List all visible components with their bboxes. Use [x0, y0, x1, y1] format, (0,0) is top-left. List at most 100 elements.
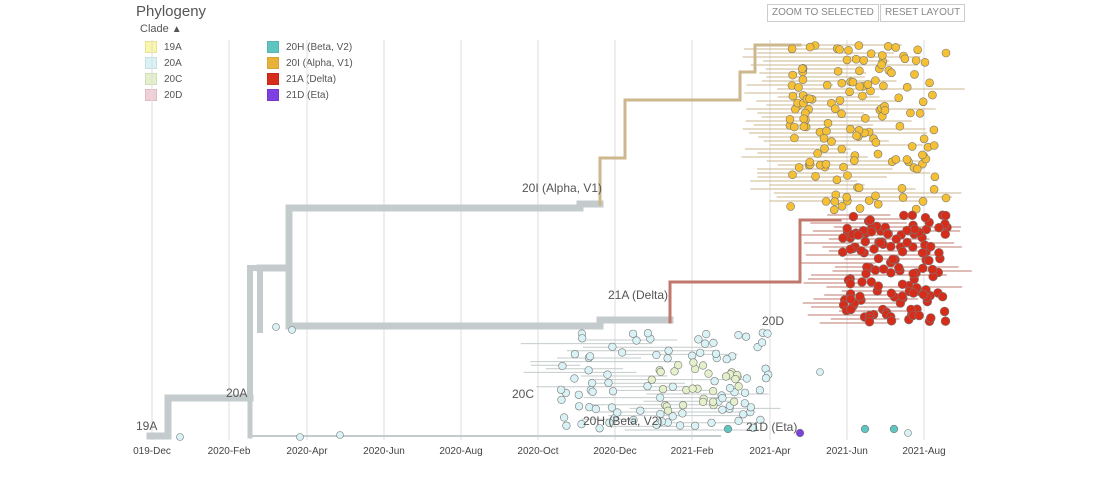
tip-delta[interactable]: [886, 316, 897, 326]
tip-20a[interactable]: [296, 433, 304, 441]
tip-alpha[interactable]: [813, 149, 822, 158]
tip-alpha[interactable]: [918, 197, 928, 206]
tip-20a[interactable]: [591, 404, 601, 414]
tip-alpha[interactable]: [844, 45, 853, 55]
tip-alpha[interactable]: [829, 205, 839, 215]
tip-alpha[interactable]: [837, 109, 846, 119]
tip-alpha[interactable]: [880, 106, 890, 115]
tip-alpha[interactable]: [897, 184, 907, 193]
tip-20a[interactable]: [748, 423, 758, 432]
tip-alpha[interactable]: [873, 149, 883, 159]
tip-20a[interactable]: [655, 393, 665, 402]
tip-20a[interactable]: [711, 349, 721, 358]
tip-alpha[interactable]: [859, 56, 869, 65]
tip-20c[interactable]: [698, 361, 708, 370]
tip-alpha[interactable]: [866, 49, 876, 59]
tip-alpha[interactable]: [822, 80, 832, 90]
tip-20a[interactable]: [588, 387, 597, 396]
tip-alpha[interactable]: [821, 159, 831, 169]
tip-alpha[interactable]: [873, 199, 883, 209]
tip-20c[interactable]: [704, 369, 713, 378]
tip-20a[interactable]: [570, 350, 580, 359]
tip-delta[interactable]: [937, 292, 948, 302]
tip-alpha[interactable]: [835, 96, 845, 105]
tree-tips[interactable]: [176, 41, 952, 441]
tip-delta[interactable]: [897, 279, 908, 289]
zoom-to-selected-button[interactable]: ZOOM TO SELECTED: [767, 4, 879, 22]
tip-20a[interactable]: [663, 354, 672, 363]
tip-alpha[interactable]: [830, 197, 840, 206]
tip-20a[interactable]: [755, 386, 765, 395]
tip-delta[interactable]: [934, 248, 944, 258]
tip-20a[interactable]: [288, 326, 296, 334]
tip-20a[interactable]: [816, 368, 824, 376]
tip-alpha[interactable]: [799, 114, 809, 124]
tip-delta[interactable]: [860, 236, 870, 247]
tip-20a[interactable]: [628, 329, 638, 338]
tip-alpha[interactable]: [820, 144, 829, 153]
tip-alpha[interactable]: [786, 202, 795, 211]
tip-alpha[interactable]: [854, 183, 864, 193]
tip-20a[interactable]: [710, 377, 719, 386]
tip-20a[interactable]: [643, 329, 653, 338]
tip-20c[interactable]: [698, 397, 708, 407]
tip-20a[interactable]: [690, 421, 700, 431]
tip-delta[interactable]: [866, 277, 876, 287]
tip-20a[interactable]: [613, 408, 622, 417]
tip-20a[interactable]: [694, 335, 703, 344]
tip-alpha[interactable]: [832, 175, 842, 185]
tip-20a[interactable]: [336, 431, 344, 439]
tip-alpha[interactable]: [845, 87, 854, 97]
tip-delta[interactable]: [875, 238, 885, 248]
tip-alpha[interactable]: [811, 172, 820, 181]
tip-20c[interactable]: [647, 375, 656, 384]
tip-alpha[interactable]: [871, 191, 880, 201]
tip-alpha[interactable]: [860, 114, 870, 123]
tip-20a[interactable]: [709, 338, 718, 348]
tip-alpha[interactable]: [879, 81, 888, 91]
tip-alpha[interactable]: [799, 122, 809, 131]
tip-alpha[interactable]: [805, 157, 815, 167]
tip-alpha[interactable]: [941, 193, 951, 203]
tip-alpha[interactable]: [830, 104, 840, 113]
tip-alpha[interactable]: [805, 42, 815, 52]
tip-20a[interactable]: [574, 402, 584, 411]
tip-20a[interactable]: [577, 420, 586, 429]
tip-alpha[interactable]: [849, 156, 859, 165]
tip-20a[interactable]: [570, 374, 579, 383]
tip-alpha[interactable]: [930, 172, 940, 182]
tip-delta[interactable]: [909, 224, 920, 235]
tip-20a[interactable]: [740, 388, 750, 397]
tip-delta[interactable]: [853, 230, 863, 240]
tip-20a[interactable]: [707, 418, 716, 427]
tip-alpha[interactable]: [842, 55, 852, 65]
tip-delta[interactable]: [907, 210, 917, 221]
tip-20a[interactable]: [757, 338, 767, 347]
tip-alpha[interactable]: [821, 197, 831, 206]
tip-alpha[interactable]: [871, 138, 881, 147]
tip-delta[interactable]: [918, 289, 929, 300]
tip-alpha[interactable]: [858, 91, 867, 101]
tip-delta[interactable]: [861, 269, 871, 279]
tip-20a[interactable]: [556, 385, 566, 394]
tip-delta[interactable]: [924, 255, 934, 266]
tip-20a[interactable]: [739, 410, 748, 419]
reset-layout-button[interactable]: RESET LAYOUT: [880, 4, 966, 22]
tip-delta[interactable]: [857, 277, 867, 287]
tip-20a[interactable]: [603, 370, 612, 379]
tip-20a[interactable]: [607, 403, 617, 412]
tip-alpha[interactable]: [911, 56, 921, 65]
tip-20c[interactable]: [731, 375, 740, 384]
tip-20c[interactable]: [729, 397, 739, 406]
tip-alpha[interactable]: [788, 170, 797, 179]
tip-20c[interactable]: [689, 358, 698, 367]
tip-alpha[interactable]: [898, 193, 908, 202]
tip-20c[interactable]: [688, 384, 697, 393]
tip-alpha[interactable]: [912, 164, 922, 174]
tip-20a[interactable]: [734, 416, 743, 426]
tip-alpha[interactable]: [887, 68, 896, 78]
legend-item-20d[interactable]: 20D: [145, 89, 182, 103]
tip-20a[interactable]: [605, 418, 614, 427]
tip-delta[interactable]: [838, 233, 848, 243]
tip-alpha[interactable]: [839, 162, 848, 172]
